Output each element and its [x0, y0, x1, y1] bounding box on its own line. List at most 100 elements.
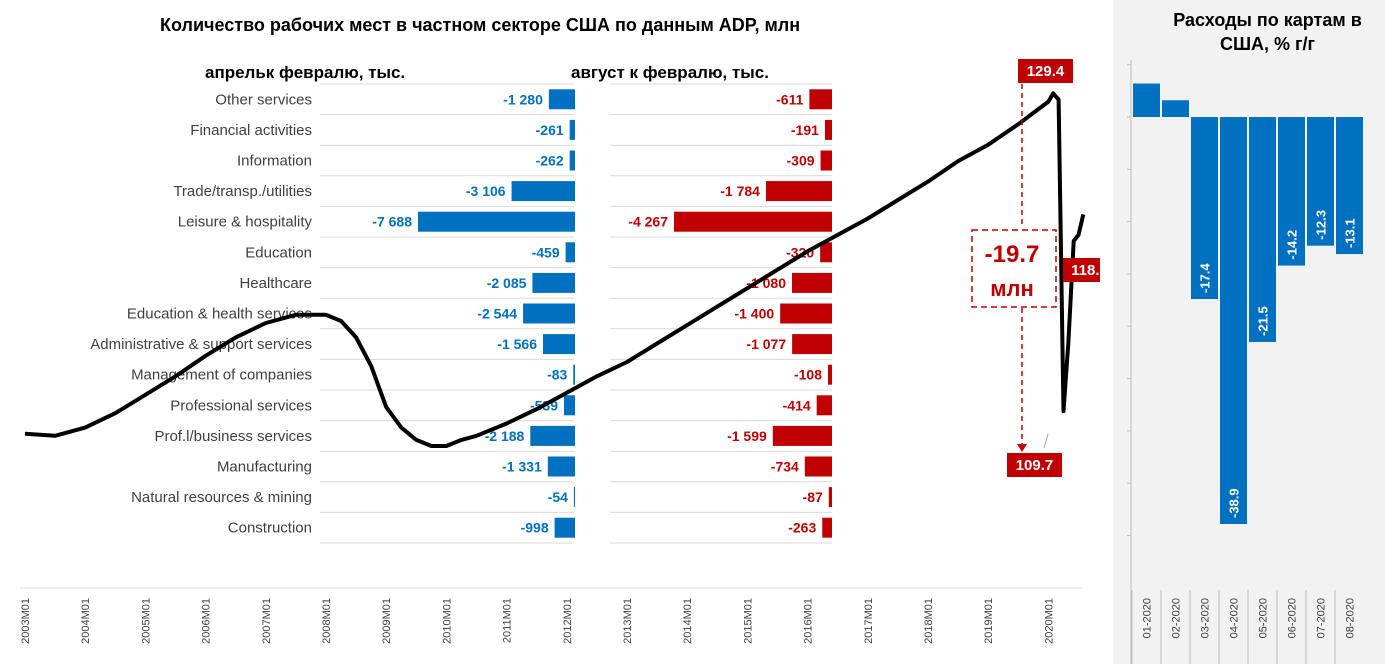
x-tick-label: 2018M01: [923, 598, 935, 644]
august-value-label: -87: [803, 489, 823, 505]
trough-value-box: [1007, 453, 1062, 477]
x-tick-label: 2014M01: [682, 598, 694, 644]
card-spending-bar: [1162, 100, 1189, 117]
category-label: Management of companies: [131, 367, 312, 384]
x-tick-label: 2007M01: [261, 598, 273, 644]
august-bar: [824, 119, 832, 140]
august-bar: [792, 272, 832, 293]
card-spending-value-label: -21.5: [1256, 306, 1271, 336]
april-bar: [543, 334, 575, 355]
card-spending-bar: [1278, 117, 1305, 266]
category-label: Other services: [215, 91, 312, 108]
august-bar: [828, 487, 832, 508]
april-bar: [523, 303, 575, 324]
card-spending-value-label: -12.3: [1314, 210, 1329, 240]
april-value-label: -3 106: [466, 183, 506, 199]
category-label: Education: [245, 244, 312, 261]
card-spending-bar: [1307, 117, 1334, 246]
april-value-label: -1 566: [497, 336, 537, 352]
april-bar: [548, 89, 575, 110]
april-value-label: -2 085: [487, 275, 527, 291]
x-tick-label: 2012M01: [562, 598, 574, 644]
drop-value-label: -19.7: [985, 241, 1040, 268]
august-bar: [820, 242, 832, 263]
drop-unit-label: млн: [990, 276, 1034, 301]
card-spending-month-label: 02-2020: [1171, 598, 1183, 638]
august-bar: [765, 181, 832, 202]
august-value-label: -4 267: [628, 214, 668, 230]
x-tick-label: 2011M01: [502, 598, 514, 643]
april-value-label: -262: [536, 153, 564, 169]
august-value-label: -320: [786, 244, 814, 260]
april-series-label: апрельк февралю, тыс.: [205, 63, 406, 82]
april-value-label: -83: [547, 367, 567, 383]
card-spending-month-label: 05-2020: [1258, 598, 1270, 638]
trough-leader-line: [1043, 433, 1049, 449]
category-label: Prof.l/business services: [154, 428, 312, 445]
card-spending-month-label: 01-2020: [1142, 598, 1154, 638]
august-value-label: -1 784: [720, 183, 760, 199]
category-label: Administrative & support services: [90, 336, 312, 353]
april-bar: [418, 211, 575, 232]
august-bar: [792, 334, 832, 355]
april-bar: [569, 119, 575, 140]
last-value-box: [1063, 258, 1100, 282]
jobs-chart-svg: Other services -1 280 -611 Financial activi…: [20, 59, 1100, 644]
august-bar: [772, 425, 832, 446]
x-tick-label: 2010M01: [441, 598, 453, 644]
august-value-label: -191: [791, 122, 819, 138]
april-bar: [573, 487, 575, 508]
x-tick-label: 2006M01: [201, 598, 213, 644]
x-tick-label: 2004M01: [80, 598, 92, 644]
april-bar: [530, 425, 575, 446]
category-label: Manufacturing: [217, 459, 312, 476]
april-value-label: -7 688: [372, 214, 412, 230]
category-label: Trade/transp./utilities: [173, 183, 312, 200]
card-spending-bar: [1191, 117, 1218, 300]
april-bar: [569, 150, 575, 171]
jobs-chart-panel: Количество рабочих мест в частном сектор…: [20, 15, 1100, 644]
trough-value-label: 109.7: [1016, 457, 1054, 474]
august-value-label: -1 080: [746, 275, 786, 291]
card-spending-month-label: 03-2020: [1200, 598, 1212, 638]
april-bar: [547, 456, 575, 477]
card-spending-bar: [1336, 117, 1363, 255]
card-spending-month-label: 04-2020: [1229, 598, 1241, 638]
august-value-label: -108: [794, 367, 822, 383]
august-bar: [816, 395, 832, 416]
card-spending-value-label: -13.1: [1343, 218, 1358, 248]
august-bar: [780, 303, 832, 324]
category-label: Professional services: [170, 397, 312, 414]
april-value-label: -998: [521, 520, 549, 536]
august-value-label: -1 400: [734, 306, 774, 322]
category-label: Leisure & hospitality: [178, 214, 313, 231]
august-series-label: август к февралю, тыс.: [571, 63, 769, 82]
x-tick-label: 2017M01: [863, 598, 875, 644]
peak-value-box: [1018, 59, 1073, 83]
x-tick-label: 2015M01: [742, 598, 754, 644]
x-tick-label: 2003M01: [20, 598, 32, 644]
card-spending-value-label: -14.2: [1285, 230, 1300, 260]
category-label: Construction: [228, 520, 312, 537]
april-value-label: -2 544: [477, 306, 517, 322]
category-label: Information: [237, 153, 312, 170]
april-value-label: -1 280: [503, 91, 543, 107]
april-value-label: -261: [536, 122, 564, 138]
august-bar: [822, 517, 832, 538]
april-value-label: -2 188: [485, 428, 525, 444]
august-value-label: -1 599: [727, 428, 767, 444]
main-chart-title: Количество рабочих мест в частном сектор…: [160, 15, 801, 35]
card-spending-chart-svg: 01-2020 02-2020 -17.4 03-2020 -38.9 04-2020 -2…: [1127, 60, 1363, 664]
april-bar: [563, 395, 575, 416]
category-label: Healthcare: [239, 275, 312, 292]
april-bar: [554, 517, 575, 538]
april-value-label: -1 331: [502, 459, 542, 475]
card-spending-month-label: 06-2020: [1287, 598, 1299, 638]
category-label: Education & health services: [127, 306, 312, 323]
peak-value-label: 129.4: [1027, 63, 1065, 80]
august-bar: [828, 364, 832, 385]
april-bar: [532, 272, 575, 293]
drop-annotation-box: [971, 229, 1057, 308]
card-spending-title: Расходы по картам в США, % г/г: [1173, 10, 1362, 54]
april-value-label: -54: [548, 489, 568, 505]
